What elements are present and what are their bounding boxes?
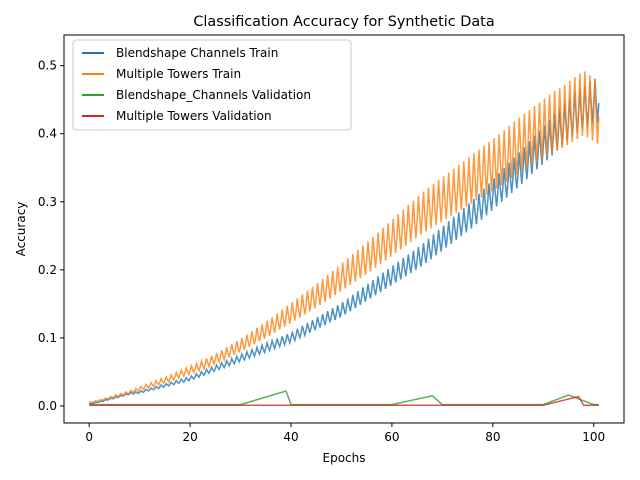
- legend-box: [72, 39, 352, 131]
- chart-title: Classification Accuracy for Synthetic Da…: [193, 14, 494, 30]
- x-axis-label: Epochs: [323, 451, 366, 465]
- x-tick-label: 40: [283, 430, 298, 444]
- x-tick-label: 60: [384, 430, 399, 444]
- x-axis-ticks: 0 20 40 60 80 100: [85, 423, 605, 444]
- y-tick-label: 0.2: [38, 263, 57, 277]
- plot-frame: [63, 34, 625, 424]
- legend-label: Blendshape_Channels Validation: [116, 88, 311, 102]
- series-layer: [88, 71, 600, 407]
- x-tick-label: 20: [182, 430, 197, 444]
- series-line-0: [88, 78, 600, 405]
- series-line-2: [89, 390, 599, 406]
- y-tick-label: 0.1: [38, 331, 57, 345]
- y-axis-ticks: 0.0 0.1 0.2 0.3 0.4 0.5: [38, 59, 64, 413]
- y-axis-label: Accuracy: [14, 202, 28, 257]
- legend-label: Multiple Towers Validation: [116, 109, 272, 123]
- legend: Blendshape Channels Train Multiple Towers…: [72, 39, 352, 131]
- x-tick-label: 80: [485, 430, 500, 444]
- y-tick-label: 0.4: [38, 127, 57, 141]
- x-tick-label: 100: [582, 430, 605, 444]
- series-line-3: [89, 395, 599, 407]
- legend-label: Multiple Towers Train: [116, 67, 241, 81]
- y-tick-label: 0.3: [38, 195, 57, 209]
- y-tick-label: 0.0: [38, 399, 57, 413]
- plot-area: 0 20 40 60 80 100 0.0 0.1 0.2 0.3 0.4 0.5: [38, 34, 625, 444]
- series-line-1: [88, 71, 600, 404]
- x-tick-label: 0: [85, 430, 93, 444]
- legend-label: Blendshape Channels Train: [116, 46, 278, 60]
- y-tick-label: 0.5: [38, 59, 57, 73]
